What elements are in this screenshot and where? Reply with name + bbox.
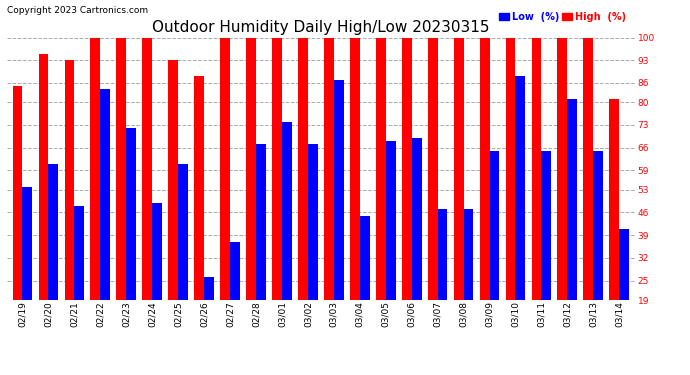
Bar (619, 229, 629, 362)
Bar (39, 54, 48, 362)
Bar (48, 164, 58, 362)
Bar (412, 138, 422, 362)
Bar (593, 151, 603, 362)
Bar (515, 76, 525, 362)
Bar (609, 99, 619, 362)
Legend: Low  (%), High  (%): Low (%), High (%) (495, 8, 630, 26)
Bar (480, 38, 489, 362)
Bar (194, 76, 204, 362)
Bar (64, 60, 75, 362)
Text: Copyright 2023 Cartronics.com: Copyright 2023 Cartronics.com (7, 6, 148, 15)
Bar (376, 38, 386, 362)
Bar (142, 38, 152, 362)
Bar (334, 80, 344, 362)
Bar (23, 187, 32, 362)
Bar (168, 60, 178, 362)
Bar (386, 141, 395, 362)
Bar (90, 38, 100, 362)
Bar (204, 278, 214, 362)
Bar (152, 203, 162, 362)
Bar (308, 144, 317, 362)
Bar (100, 89, 110, 362)
Bar (402, 38, 412, 362)
Bar (282, 122, 292, 362)
Bar (506, 38, 515, 362)
Bar (178, 164, 188, 362)
Bar (298, 38, 308, 362)
Bar (126, 128, 136, 361)
Bar (464, 209, 473, 362)
Bar (117, 38, 126, 362)
Bar (324, 38, 334, 362)
Bar (584, 38, 593, 362)
Bar (437, 209, 448, 362)
Bar (489, 151, 500, 362)
Bar (531, 38, 542, 362)
Bar (542, 151, 551, 362)
Bar (12, 86, 23, 362)
Bar (350, 38, 359, 362)
Bar (359, 216, 370, 362)
Title: Outdoor Humidity Daily High/Low 20230315: Outdoor Humidity Daily High/Low 20230315 (152, 20, 490, 35)
Bar (75, 206, 84, 362)
Bar (272, 38, 282, 362)
Bar (230, 242, 240, 362)
Bar (558, 38, 567, 362)
Bar (256, 144, 266, 362)
Bar (428, 38, 437, 362)
Bar (246, 38, 256, 362)
Bar (220, 38, 230, 362)
Bar (567, 99, 578, 362)
Bar (454, 38, 464, 362)
